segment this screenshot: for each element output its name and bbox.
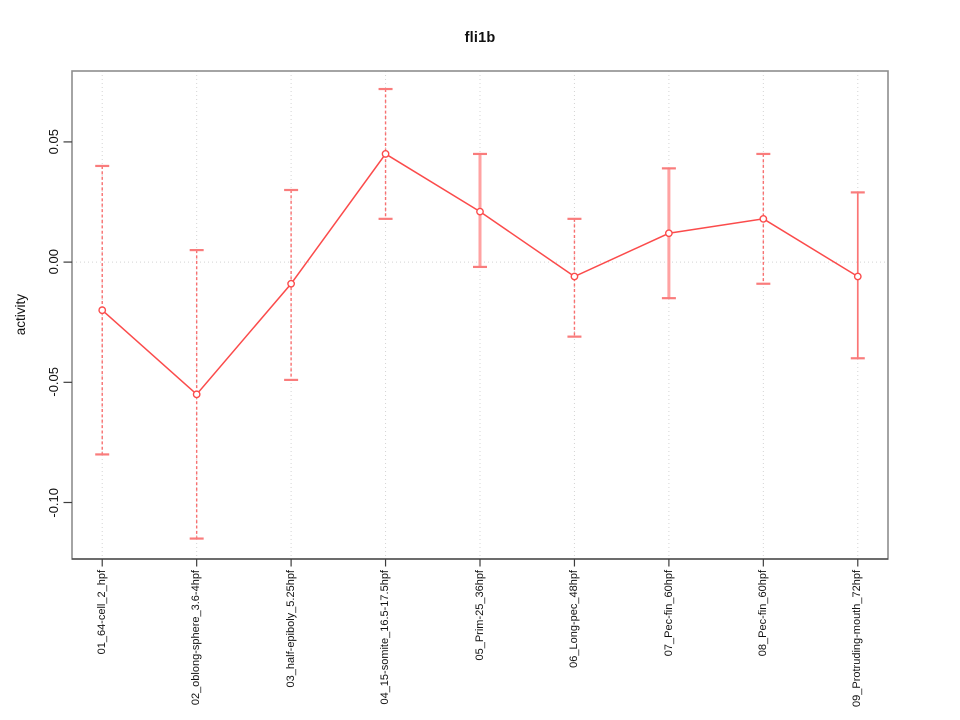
data-point-marker [98, 306, 107, 315]
y-tick-label-text: 0.05 [46, 129, 62, 155]
y-tick-label-text: 0.00 [46, 249, 62, 275]
x-tick-label: 04_15-somite_16.5-17.5hpf [375, 570, 397, 705]
chart-title: fli1b [464, 30, 496, 46]
y-tick-label: -0.10 [38, 458, 62, 548]
y-tick-label: 0.05 [38, 97, 62, 187]
x-tick-label: 06_Long-pec_48hpf [563, 570, 585, 668]
data-point-marker [476, 207, 484, 216]
y-tick-label: 0.00 [38, 217, 62, 307]
x-tick-label: 03_half-epiboly_5.25hpf [280, 570, 302, 687]
data-point-marker [287, 279, 296, 288]
x-tick-label: 01_64-cell_2_hpf [91, 570, 113, 654]
x-tick-label-text: 09_Protruding-mouth_72hpf [851, 570, 864, 707]
data-point-marker [570, 272, 579, 281]
x-tick-label-text: 03_half-epiboly_5.25hpf [284, 570, 297, 688]
x-tick-label-text: 05_Prim-25_36hpf [473, 570, 486, 661]
x-tick-label-text: 06_Long-pec_48hpf [568, 570, 581, 668]
data-point-marker [759, 214, 768, 223]
y-tick-label: -0.05 [38, 337, 62, 427]
data-point-marker [853, 272, 862, 281]
data-point-marker [664, 229, 673, 238]
x-tick-label-text: 08_Pec-fin_60hpf [757, 570, 769, 657]
x-tick-label: 05_Prim-25_36hpf [469, 570, 491, 661]
x-tick-label: 08_Pec-fin_60hpf [752, 570, 774, 656]
x-tick-label: 02_oblong-sphere_3.6-4hpf [186, 570, 208, 705]
x-tick-label-text: 01_64-cell_2_hpf [95, 570, 108, 655]
x-tick-label-text: 07_Pec-fin_60hpf [662, 570, 675, 657]
data-point-marker [192, 390, 201, 399]
x-tick-label: 09_Protruding-mouth_72hpf [847, 570, 869, 707]
x-tick-label-text: 04_15-somite_16.5-17.5hpf [379, 570, 392, 705]
x-tick-label: 07_Pec-fin_60hpf [658, 570, 680, 656]
x-tick-label-text: 02_oblong-sphere_3.6-4hpf [190, 570, 203, 706]
data-point-marker [381, 150, 390, 158]
y-tick-label-text: -0.10 [46, 487, 62, 518]
y-tick-label-text: -0.05 [46, 367, 62, 398]
